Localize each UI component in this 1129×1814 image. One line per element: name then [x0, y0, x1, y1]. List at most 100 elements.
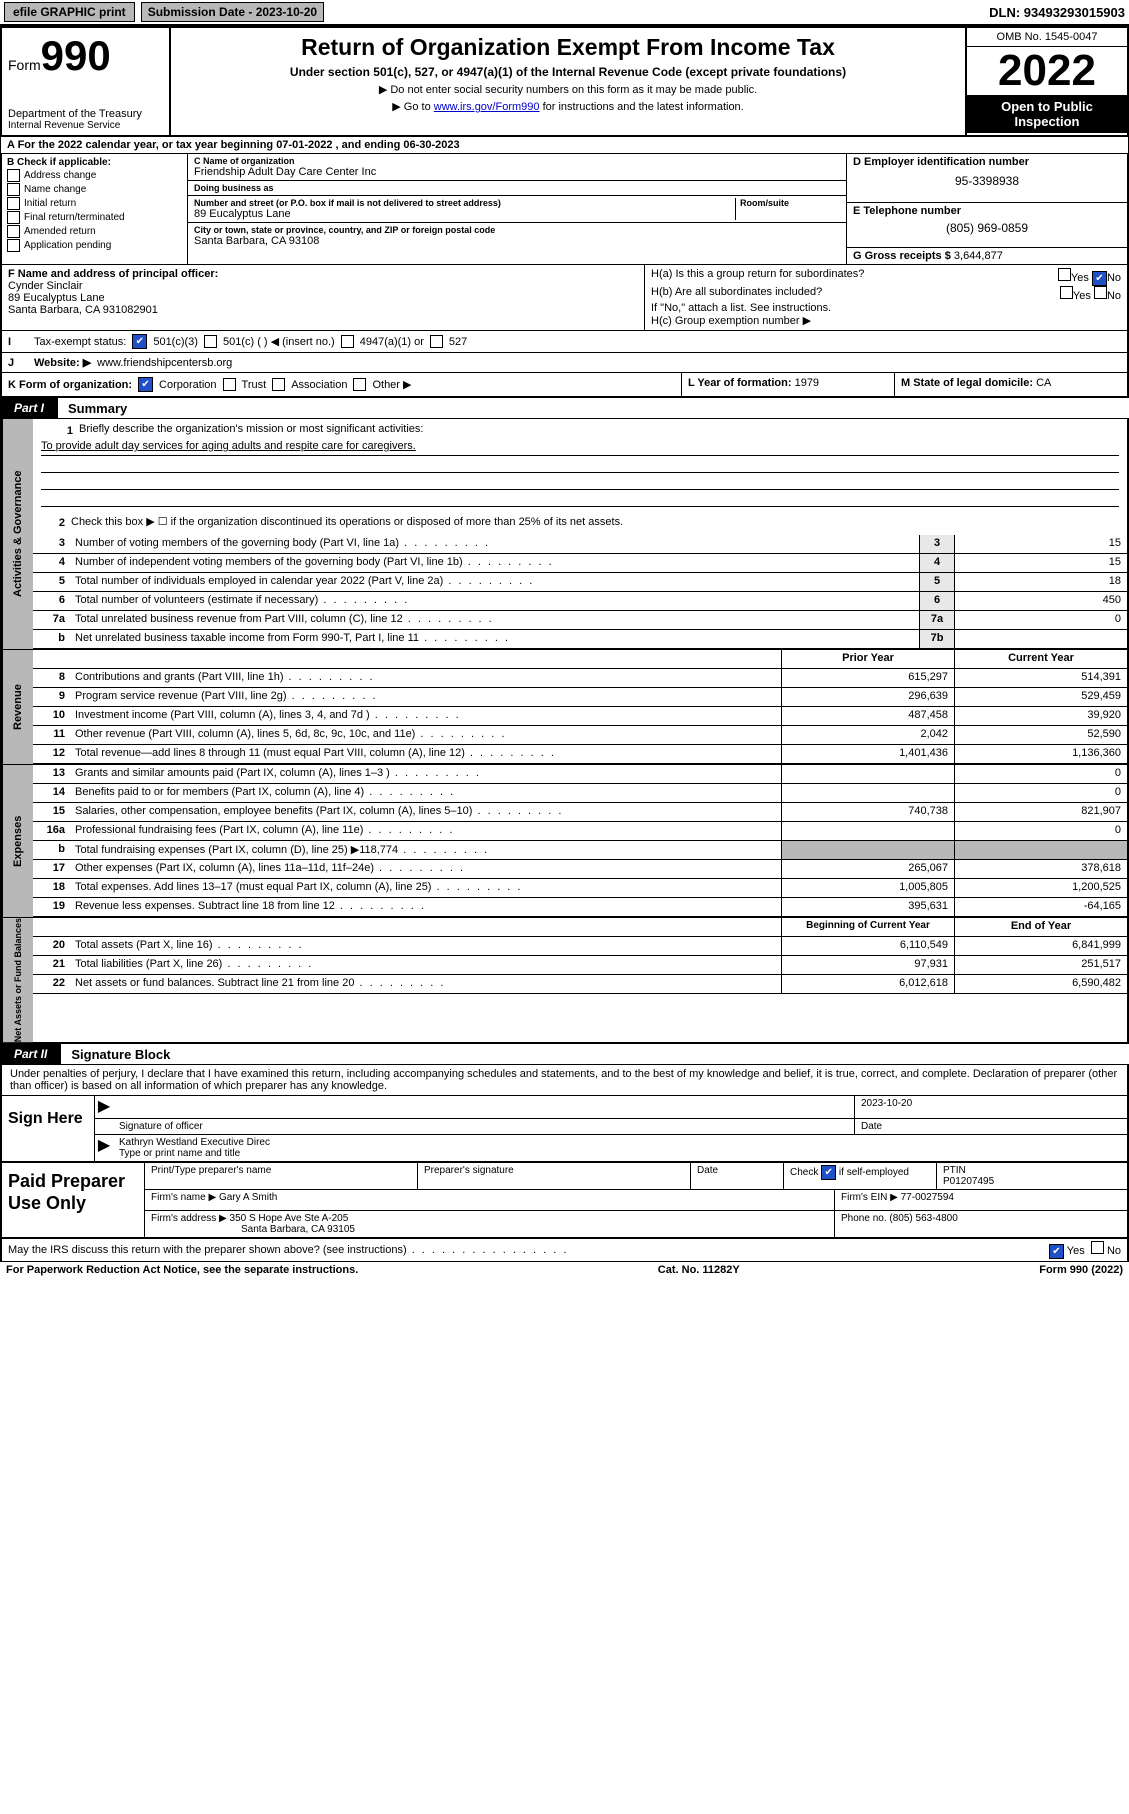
- current-year-value: 0: [954, 822, 1127, 840]
- opt-527: 527: [449, 336, 467, 348]
- city-state-zip: Santa Barbara, CA 93108: [194, 235, 840, 247]
- checkbox-amended[interactable]: [7, 225, 20, 238]
- note-2: ▶ Go to www.irs.gov/Form990 for instruct…: [175, 100, 961, 113]
- prior-year-value: 615,297: [781, 669, 954, 687]
- 501c3-checkbox[interactable]: ✔: [132, 334, 147, 349]
- checkbox-address-change[interactable]: [7, 169, 20, 182]
- b-heading: B Check if applicable:: [7, 157, 182, 168]
- 527-checkbox[interactable]: [430, 335, 443, 348]
- hb-no-checkbox[interactable]: [1094, 286, 1107, 299]
- omb-number: OMB No. 1545-0047: [967, 28, 1127, 47]
- part-2-title: Signature Block: [61, 1047, 170, 1062]
- checkbox-name-change[interactable]: [7, 183, 20, 196]
- column-b: B Check if applicable: Address change Na…: [2, 154, 188, 264]
- firm-ein: 77-0027594: [901, 1192, 954, 1203]
- tax-year: 2022: [967, 47, 1127, 95]
- tab-revenue: Revenue: [2, 650, 33, 764]
- form-title: Return of Organization Exempt From Incom…: [175, 34, 961, 61]
- firm-name: Gary A Smith: [219, 1192, 277, 1203]
- prior-year-value: [781, 784, 954, 802]
- prior-year-value: 1,401,436: [781, 745, 954, 763]
- mission-text: To provide adult day services for aging …: [41, 439, 1119, 456]
- 4947-checkbox[interactable]: [341, 335, 354, 348]
- line-value: 15: [954, 554, 1127, 572]
- discuss-no-checkbox[interactable]: [1091, 1241, 1104, 1254]
- prior-year-value: 1,005,805: [781, 879, 954, 897]
- line-text: Benefits paid to or for members (Part IX…: [71, 784, 781, 802]
- h-a-text: H(a) Is this a group return for subordin…: [651, 268, 864, 286]
- column-h: H(a) Is this a group return for subordin…: [645, 265, 1127, 330]
- prior-year-value: 6,012,618: [781, 975, 954, 993]
- column-d: D Employer identification number 95-3398…: [846, 154, 1127, 264]
- line-num: 9: [33, 688, 71, 706]
- hb-yes-checkbox[interactable]: [1060, 286, 1073, 299]
- current-year-value: 0: [954, 784, 1127, 802]
- state-domicile: CA: [1036, 377, 1051, 389]
- note2-pre: ▶ Go to: [392, 101, 433, 113]
- section-governance: Activities & Governance 1Briefly describ…: [0, 419, 1129, 650]
- line-num: 4: [33, 554, 71, 572]
- ha-no-checkbox[interactable]: ✔: [1092, 271, 1107, 286]
- officer-addr2: Santa Barbara, CA 931082901: [8, 304, 638, 316]
- note-1: ▶ Do not enter social security numbers o…: [175, 83, 961, 96]
- officer-name: Cynder Sinclair: [8, 280, 638, 292]
- opt-name-change: Name change: [24, 184, 86, 195]
- firm-ein-label: Firm's EIN ▶: [841, 1192, 898, 1203]
- row-klm: K Form of organization: ✔Corporation Tru…: [0, 373, 1129, 398]
- paid-preparer-block: Paid Preparer Use Only Print/Type prepar…: [0, 1163, 1129, 1239]
- opt-other: Other ▶: [372, 378, 411, 391]
- q2-text: Check this box ▶ ☐ if the organization d…: [71, 515, 623, 531]
- row-j-website: J Website: ▶ www.friendshipcentersb.org: [0, 353, 1129, 373]
- prior-year-value: 740,738: [781, 803, 954, 821]
- ha-yes-checkbox[interactable]: [1058, 268, 1071, 281]
- current-year-value: -64,165: [954, 898, 1127, 916]
- line-text: Total expenses. Add lines 13–17 (must eq…: [71, 879, 781, 897]
- opt-final-return: Final return/terminated: [24, 212, 125, 223]
- self-emp-checkbox[interactable]: ✔: [821, 1165, 836, 1180]
- m-label: M State of legal domicile:: [901, 377, 1033, 389]
- line-num: 17: [33, 860, 71, 878]
- dba-label: Doing business as: [194, 183, 840, 193]
- line-box: 3: [919, 535, 954, 553]
- 501c-checkbox[interactable]: [204, 335, 217, 348]
- line-value: 15: [954, 535, 1127, 553]
- other-checkbox[interactable]: [353, 378, 366, 391]
- irs-link[interactable]: www.irs.gov/Form990: [434, 101, 540, 113]
- part-1-title: Summary: [58, 401, 127, 416]
- top-bar: efile GRAPHIC print Submission Date - 20…: [0, 0, 1129, 26]
- ein-label: D Employer identification number: [853, 156, 1121, 168]
- part-1-tag: Part I: [0, 398, 58, 418]
- checkbox-final-return[interactable]: [7, 211, 20, 224]
- section-expenses: Expenses 13 Grants and similar amounts p…: [0, 765, 1129, 918]
- gross-label: G Gross receipts $: [853, 250, 951, 262]
- prep-sig-hdr: Preparer's signature: [418, 1163, 691, 1189]
- current-year-value: 39,920: [954, 707, 1127, 725]
- opt-address-change: Address change: [24, 170, 96, 181]
- trust-checkbox[interactable]: [223, 378, 236, 391]
- current-year-value: 6,590,482: [954, 975, 1127, 993]
- efile-button[interactable]: efile GRAPHIC print: [4, 2, 135, 22]
- checkbox-pending[interactable]: [7, 239, 20, 252]
- form-number-footer: Form 990 (2022): [1039, 1264, 1123, 1276]
- checkbox-initial-return[interactable]: [7, 197, 20, 210]
- part-2-header: Part II Signature Block: [0, 1044, 1129, 1065]
- ptin-value: P01207495: [943, 1176, 1121, 1187]
- firm-name-label: Firm's name ▶: [151, 1192, 216, 1203]
- line-text: Net assets or fund balances. Subtract li…: [71, 975, 781, 993]
- department-label: Department of the Treasury: [8, 108, 163, 120]
- type-name-label: Type or print name and title: [119, 1148, 1121, 1159]
- discuss-yes-checkbox[interactable]: ✔: [1049, 1244, 1064, 1259]
- tel-label: E Telephone number: [853, 205, 1121, 217]
- h-b-text: H(b) Are all subordinates included?: [651, 286, 822, 302]
- line-value: 450: [954, 592, 1127, 610]
- line-text: Total fundraising expenses (Part IX, col…: [71, 841, 781, 859]
- prior-year-value: 6,110,549: [781, 937, 954, 955]
- line-num: 7a: [33, 611, 71, 629]
- opt-pending: Application pending: [24, 240, 111, 251]
- line-text: Total number of individuals employed in …: [71, 573, 919, 591]
- website-value: www.friendshipcentersb.org: [97, 357, 232, 369]
- section-net-assets: Net Assets or Fund Balances Beginning of…: [0, 918, 1129, 1044]
- assoc-checkbox[interactable]: [272, 378, 285, 391]
- pra-notice: For Paperwork Reduction Act Notice, see …: [6, 1264, 358, 1276]
- corp-checkbox[interactable]: ✔: [138, 377, 153, 392]
